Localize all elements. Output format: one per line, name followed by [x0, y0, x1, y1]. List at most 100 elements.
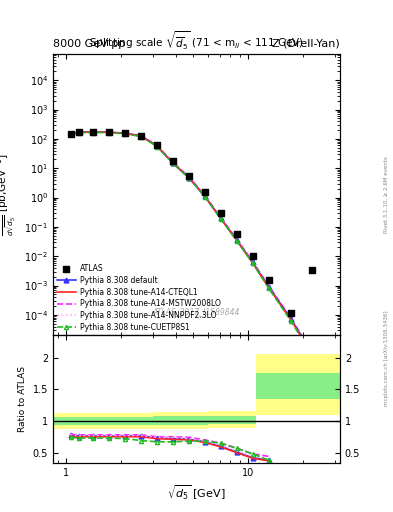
Pythia 8.308 tune-A14-NNPDF2.3LO	[171, 160, 175, 166]
ATLAS	[250, 252, 256, 260]
Pythia 8.308 tune-CUETP8S1	[250, 260, 255, 266]
Pythia 8.308 tune-A14-CTEQL1	[202, 194, 207, 200]
ATLAS	[67, 130, 73, 138]
Pythia 8.308 tune-CUETP8S1	[202, 194, 207, 200]
ATLAS	[202, 188, 208, 197]
Pythia 8.308 tune-CUETP8S1	[68, 131, 73, 137]
Line: Pythia 8.308 default: Pythia 8.308 default	[68, 130, 314, 355]
Pythia 8.308 default	[107, 129, 112, 135]
Pythia 8.308 tune-A14-CTEQL1	[91, 129, 95, 135]
Pythia 8.308 tune-A14-MSTW2008LO	[154, 142, 159, 148]
Text: 8000 GeV pp: 8000 GeV pp	[53, 38, 125, 49]
ATLAS	[288, 308, 294, 316]
Pythia 8.308 tune-A14-CTEQL1	[107, 130, 112, 136]
ATLAS	[90, 127, 96, 136]
Pythia 8.308 tune-A14-CTEQL1	[171, 160, 175, 166]
Pythia 8.308 tune-A14-NNPDF2.3LO	[266, 283, 271, 289]
Pythia 8.308 tune-A14-MSTW2008LO	[171, 159, 175, 165]
Line: Pythia 8.308 tune-A14-MSTW2008LO: Pythia 8.308 tune-A14-MSTW2008LO	[70, 132, 312, 352]
Pythia 8.308 tune-A14-NNPDF2.3LO	[68, 131, 73, 137]
Pythia 8.308 tune-A14-NNPDF2.3LO	[123, 130, 128, 136]
Pythia 8.308 tune-A14-CTEQL1	[250, 260, 255, 266]
Line: Pythia 8.308 tune-CUETP8S1: Pythia 8.308 tune-CUETP8S1	[68, 131, 314, 358]
Pythia 8.308 tune-CUETP8S1	[91, 130, 95, 136]
Pythia 8.308 tune-A14-NNPDF2.3LO	[154, 142, 159, 148]
ATLAS	[266, 275, 272, 284]
Pythia 8.308 tune-A14-CTEQL1	[123, 131, 128, 137]
Pythia 8.308 tune-A14-MSTW2008LO	[123, 130, 128, 136]
Pythia 8.308 tune-A14-MSTW2008LO	[309, 349, 314, 355]
Pythia 8.308 tune-A14-MSTW2008LO	[202, 193, 207, 199]
Legend: ATLAS, Pythia 8.308 default, Pythia 8.308 tune-A14-CTEQL1, Pythia 8.308 tune-A14: ATLAS, Pythia 8.308 default, Pythia 8.30…	[57, 264, 220, 332]
ATLAS	[138, 132, 144, 140]
Pythia 8.308 tune-A14-MSTW2008LO	[218, 214, 223, 220]
Pythia 8.308 tune-A14-MSTW2008LO	[68, 131, 73, 137]
Pythia 8.308 tune-A14-MSTW2008LO	[266, 283, 271, 289]
Line: Pythia 8.308 tune-A14-CTEQL1: Pythia 8.308 tune-A14-CTEQL1	[70, 132, 312, 354]
Pythia 8.308 tune-CUETP8S1	[154, 143, 159, 150]
Pythia 8.308 tune-A14-NNPDF2.3LO	[234, 237, 239, 243]
Line: Pythia 8.308 tune-A14-NNPDF2.3LO: Pythia 8.308 tune-A14-NNPDF2.3LO	[70, 132, 312, 353]
Pythia 8.308 tune-A14-MSTW2008LO	[187, 174, 191, 180]
Pythia 8.308 tune-A14-MSTW2008LO	[234, 236, 239, 242]
Pythia 8.308 tune-A14-CTEQL1	[154, 143, 159, 149]
Pythia 8.308 tune-CUETP8S1	[171, 160, 175, 166]
Pythia 8.308 tune-A14-CTEQL1	[68, 131, 73, 137]
Text: mcplots.cern.ch [arXiv:1306.3436]: mcplots.cern.ch [arXiv:1306.3436]	[384, 311, 389, 406]
Pythia 8.308 default	[68, 131, 73, 137]
Pythia 8.308 tune-A14-NNPDF2.3LO	[187, 174, 191, 180]
Text: Rivet 3.1.10, ≥ 2.6M events: Rivet 3.1.10, ≥ 2.6M events	[384, 156, 389, 233]
Pythia 8.308 default	[234, 237, 239, 243]
Pythia 8.308 tune-A14-NNPDF2.3LO	[289, 316, 294, 322]
Text: ATLAS_2017_I1589844: ATLAS_2017_I1589844	[153, 307, 240, 315]
Pythia 8.308 tune-A14-MSTW2008LO	[289, 315, 294, 322]
Pythia 8.308 tune-A14-MSTW2008LO	[107, 129, 112, 135]
Title: Splitting scale $\sqrt{\overline{d}_5}$ (71 < m$_{ll}$ < 111 GeV): Splitting scale $\sqrt{\overline{d}_5}$ …	[89, 30, 304, 52]
Pythia 8.308 default	[202, 193, 207, 199]
Pythia 8.308 tune-CUETP8S1	[266, 285, 271, 291]
Pythia 8.308 tune-CUETP8S1	[187, 175, 191, 181]
ATLAS	[309, 266, 315, 274]
Pythia 8.308 tune-A14-CTEQL1	[309, 351, 314, 357]
Pythia 8.308 tune-A14-MSTW2008LO	[250, 258, 255, 264]
Pythia 8.308 tune-A14-MSTW2008LO	[91, 129, 95, 135]
Pythia 8.308 tune-A14-MSTW2008LO	[77, 129, 81, 135]
Pythia 8.308 default	[123, 130, 128, 136]
ATLAS	[122, 129, 129, 137]
ATLAS	[106, 128, 112, 136]
Pythia 8.308 tune-CUETP8S1	[309, 353, 314, 359]
Pythia 8.308 tune-A14-NNPDF2.3LO	[77, 129, 81, 135]
Pythia 8.308 default	[91, 129, 95, 135]
Pythia 8.308 tune-A14-MSTW2008LO	[139, 133, 143, 139]
Pythia 8.308 tune-CUETP8S1	[289, 318, 294, 325]
ATLAS	[154, 141, 160, 149]
Pythia 8.308 tune-A14-NNPDF2.3LO	[309, 350, 314, 356]
ATLAS	[217, 209, 224, 217]
ATLAS	[170, 157, 176, 165]
Pythia 8.308 tune-A14-CTEQL1	[187, 175, 191, 181]
Y-axis label: Ratio to ATLAS: Ratio to ATLAS	[18, 367, 27, 432]
Pythia 8.308 tune-A14-NNPDF2.3LO	[202, 193, 207, 199]
Pythia 8.308 tune-CUETP8S1	[234, 238, 239, 244]
Pythia 8.308 tune-A14-NNPDF2.3LO	[250, 259, 255, 265]
Pythia 8.308 tune-A14-NNPDF2.3LO	[139, 133, 143, 139]
Pythia 8.308 tune-A14-CTEQL1	[266, 285, 271, 291]
Pythia 8.308 default	[266, 284, 271, 290]
Pythia 8.308 default	[154, 143, 159, 149]
Pythia 8.308 tune-CUETP8S1	[123, 131, 128, 137]
Y-axis label: $\frac{d\sigma}{d\sqrt{d_5}}$ [pb,GeV$^{-1}$]: $\frac{d\sigma}{d\sqrt{d_5}}$ [pb,GeV$^{…	[0, 153, 18, 236]
Pythia 8.308 tune-A14-CTEQL1	[139, 133, 143, 139]
Pythia 8.308 default	[171, 160, 175, 166]
Pythia 8.308 tune-A14-CTEQL1	[234, 237, 239, 243]
Pythia 8.308 default	[250, 259, 255, 265]
X-axis label: $\sqrt{d_5}$ [GeV]: $\sqrt{d_5}$ [GeV]	[167, 484, 226, 502]
Pythia 8.308 tune-CUETP8S1	[77, 130, 81, 136]
Pythia 8.308 default	[289, 316, 294, 323]
Pythia 8.308 default	[77, 129, 81, 135]
Pythia 8.308 tune-A14-NNPDF2.3LO	[91, 129, 95, 135]
Pythia 8.308 tune-CUETP8S1	[139, 134, 143, 140]
Pythia 8.308 default	[309, 350, 314, 356]
Pythia 8.308 tune-CUETP8S1	[218, 216, 223, 222]
ATLAS	[233, 230, 240, 238]
Pythia 8.308 tune-A14-CTEQL1	[289, 317, 294, 324]
